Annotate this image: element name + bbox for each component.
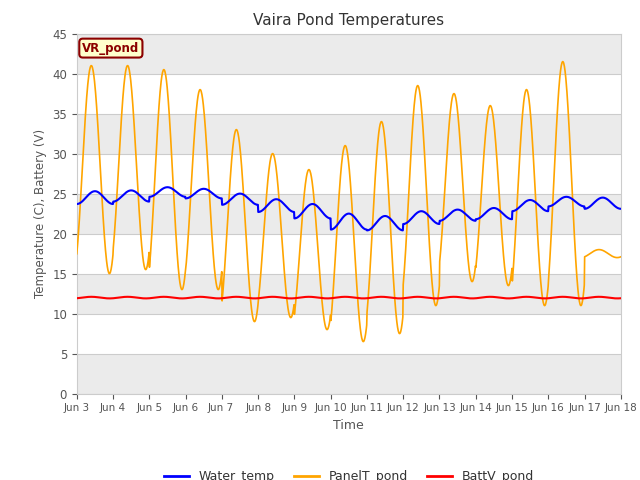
Bar [77, 114, 621, 154]
Text: VR_pond: VR_pond [82, 42, 140, 55]
Bar [77, 73, 621, 114]
Legend: Water_temp, PanelT_pond, BattV_pond: Water_temp, PanelT_pond, BattV_pond [159, 465, 539, 480]
X-axis label: Time: Time [333, 419, 364, 432]
Bar [77, 354, 621, 394]
Bar [77, 193, 621, 234]
Bar [77, 274, 621, 313]
Bar [77, 313, 621, 354]
Bar [77, 34, 621, 73]
Bar [77, 234, 621, 274]
Title: Vaira Pond Temperatures: Vaira Pond Temperatures [253, 13, 444, 28]
Y-axis label: Temperature (C), Battery (V): Temperature (C), Battery (V) [34, 129, 47, 298]
Bar [77, 154, 621, 193]
